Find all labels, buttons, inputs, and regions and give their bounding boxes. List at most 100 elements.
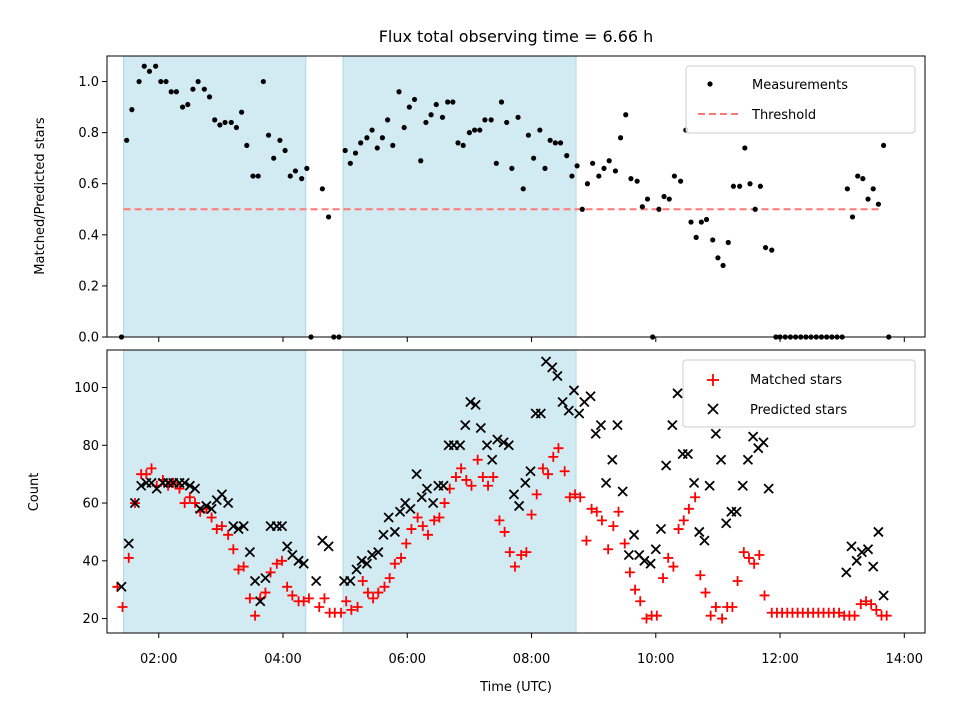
measurement-point	[498, 99, 505, 105]
y-tick-label: 60	[82, 497, 99, 512]
matched-star-point	[488, 472, 499, 483]
measurement-point	[574, 163, 580, 169]
predicted-star-point	[405, 503, 416, 514]
bottom-legend: Matched stars Predicted stars	[682, 359, 916, 428]
measurement-point	[769, 247, 775, 253]
matched-star-point	[223, 529, 234, 540]
matched-star-point	[553, 443, 564, 454]
matched-star-point	[575, 492, 586, 503]
matched-star-point	[727, 602, 738, 613]
predicted-star-point	[742, 454, 754, 465]
measurement-point	[374, 145, 380, 151]
predicted-star-point	[841, 567, 852, 578]
measurement-point	[385, 117, 391, 123]
predicted-star-point	[136, 480, 147, 491]
matched-star-point	[866, 599, 877, 610]
matched-star-point	[303, 593, 314, 604]
predicted-star-point	[255, 596, 266, 607]
measurement-point	[433, 101, 439, 108]
measurement-point	[239, 109, 245, 115]
measurement-point	[710, 237, 716, 243]
predicted-star-point	[184, 480, 195, 491]
matched-star-point	[362, 587, 373, 598]
matched-star-point	[881, 610, 892, 621]
matched-star-point	[406, 524, 417, 535]
measurement-point	[693, 234, 699, 240]
matched-star-point	[117, 602, 128, 613]
matched-star-point	[732, 576, 743, 587]
y-tick-label: 0.6	[78, 177, 99, 192]
matched-star-point	[211, 524, 222, 535]
matched-star-point	[658, 573, 669, 584]
top-legend: Measurements Threshold	[685, 65, 916, 134]
matched-star-point	[456, 463, 467, 474]
predicted-star-point	[607, 454, 618, 465]
y-tick-label: 20	[82, 612, 99, 627]
matched-star-point	[298, 596, 309, 607]
matched-star-point	[700, 587, 711, 598]
matched-star-point	[516, 550, 527, 561]
predicted-star-point	[661, 460, 672, 471]
matched-star-point	[619, 538, 630, 549]
predicted-star-point	[460, 419, 471, 431]
predicted-star-point	[682, 448, 694, 460]
measurement-point	[762, 244, 769, 251]
measurement-point	[584, 181, 591, 187]
predicted-star-point	[238, 521, 249, 532]
y-tick-label: 0.8	[78, 126, 99, 141]
matched-star-point	[570, 489, 581, 500]
measurement-point	[488, 117, 494, 123]
measurement-point	[661, 193, 667, 200]
matched-star-point	[417, 521, 428, 532]
predicted-star-point	[481, 440, 493, 451]
matched-star-point	[499, 526, 510, 537]
x-tick-label: 06:00	[389, 652, 426, 667]
predicted-star-point	[585, 391, 596, 402]
measurement-point	[217, 122, 223, 128]
measurement-point	[195, 78, 201, 85]
matched-star-point	[526, 509, 537, 520]
bottom-axes-frame	[106, 349, 926, 634]
matched-star-point	[855, 599, 866, 610]
predicted-star-point	[650, 544, 661, 555]
measurement-point	[411, 96, 418, 103]
predicted-star-point	[206, 503, 217, 514]
predicted-star-point	[574, 408, 585, 419]
chart-title: Flux total observing time = 6.66 h	[379, 27, 654, 46]
matched-star-point	[608, 521, 619, 532]
predicted-star-point	[311, 575, 322, 587]
predicted-star-point	[763, 483, 774, 494]
measurement-point	[688, 219, 694, 225]
predicted-star-point	[487, 454, 498, 465]
matched-star-point	[352, 602, 363, 613]
matched-star-point	[477, 472, 488, 483]
matched-star-point	[174, 483, 185, 494]
top-panel: 0.0 0.2 0.4 0.6 0.8 1.0 Matched/Predicted sta…	[33, 55, 926, 346]
predicted-star-point	[590, 428, 601, 439]
y-tick-label: 0.0	[78, 331, 99, 346]
predicted-star-point	[856, 547, 867, 558]
matched-star-point	[596, 515, 607, 526]
predicted-star-point	[535, 408, 546, 419]
predicted-star-point	[513, 500, 525, 512]
measurement-point	[644, 196, 651, 202]
measurement-point	[537, 127, 543, 133]
predicted-star-point	[129, 497, 141, 509]
x-tick-label: 08:00	[513, 652, 550, 667]
measurement-point	[747, 181, 753, 187]
measurement-point	[742, 145, 748, 151]
measurement-point	[715, 255, 721, 261]
predicted-star-point	[323, 541, 334, 552]
matched-star-point	[683, 503, 694, 514]
predicted-star-point	[600, 477, 612, 488]
predicted-star-point	[595, 419, 607, 431]
y-tick-label: 0.2	[78, 279, 99, 294]
measurement-point	[557, 140, 564, 146]
measurement-point	[752, 206, 758, 212]
matched-star-point	[260, 587, 271, 598]
matched-star-point	[287, 590, 298, 601]
x-tick-label: 04:00	[264, 652, 301, 667]
predicted-star-point	[123, 538, 134, 549]
predicted-star-point	[639, 555, 650, 566]
matched-star-point	[472, 454, 483, 465]
